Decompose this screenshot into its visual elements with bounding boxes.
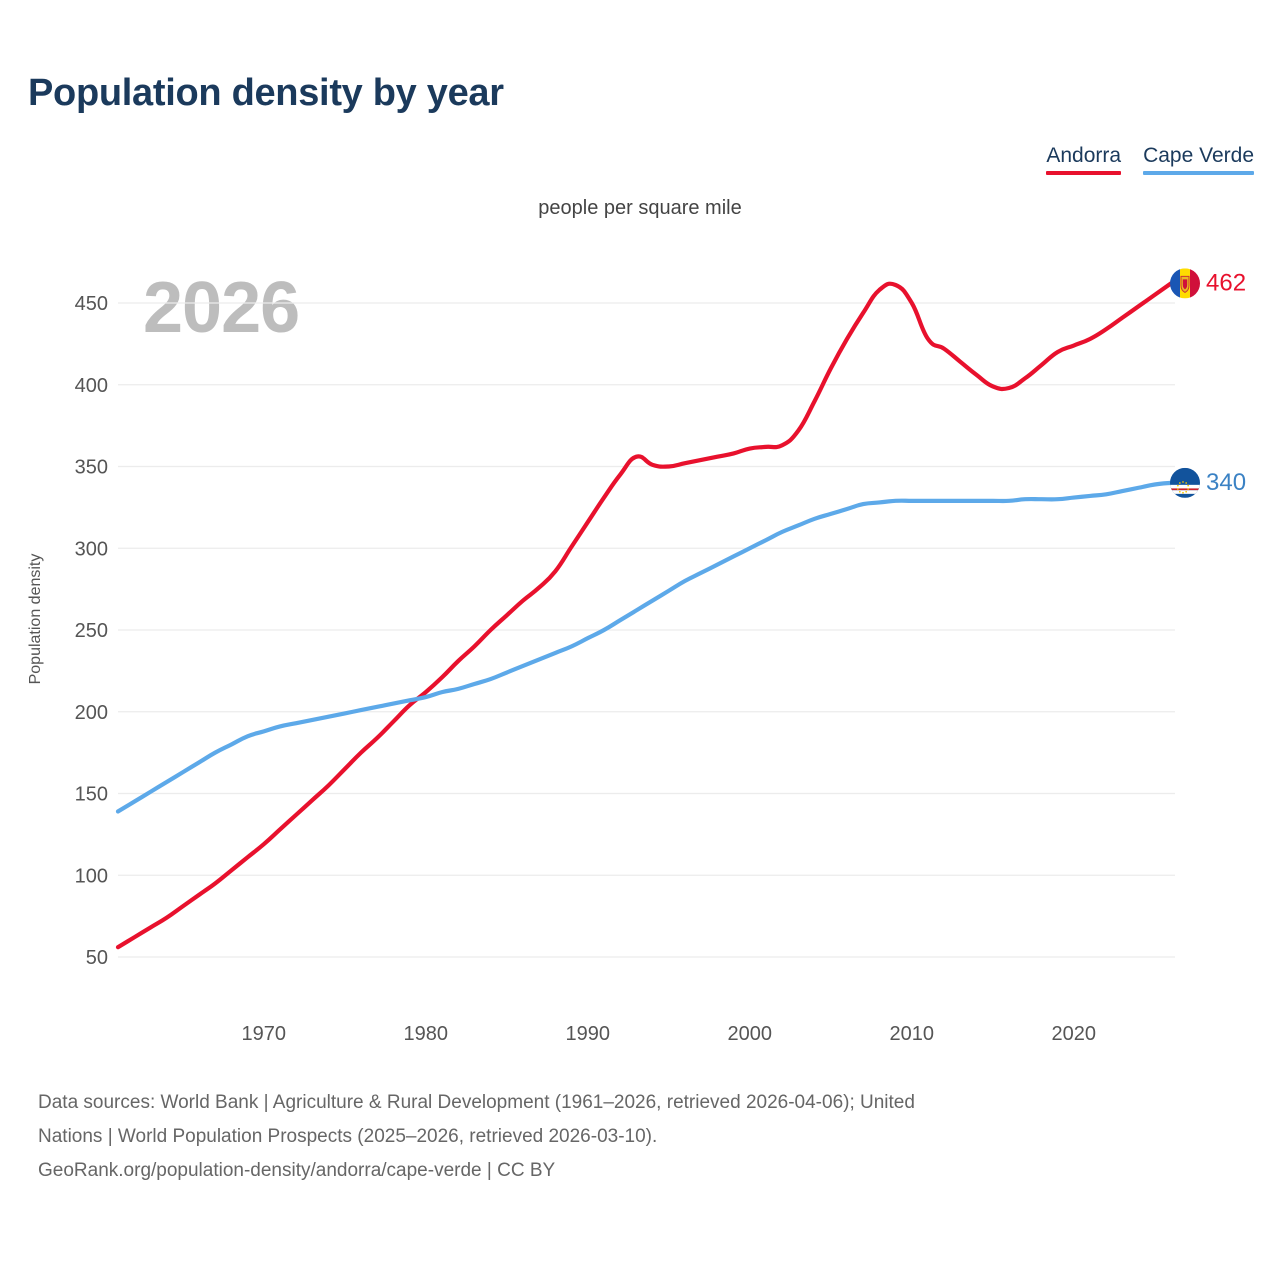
y-tick-label: 150 [75, 784, 108, 806]
legend-item-andorra[interactable]: Andorra [1046, 144, 1122, 175]
x-tick-label: 1990 [566, 1023, 611, 1045]
legend-item-cape-verde[interactable]: Cape Verde [1143, 144, 1254, 175]
y-tick-label: 300 [75, 538, 108, 560]
endpoint-value-andorra: 462 [1206, 270, 1246, 297]
andorra-flag-icon [1170, 268, 1200, 299]
series-line-cape-verde [115, 480, 1174, 814]
y-axis-tick-labels: 50 100 150 200 250 300 350 400 450 [75, 293, 108, 969]
endpoint-markers: 462 340 [1170, 268, 1246, 498]
y-tick-label: 350 [75, 457, 108, 479]
footer-line-1: Data sources: World Bank | Agriculture &… [38, 1092, 915, 1113]
x-axis-tick-labels: 1970 1980 1990 2000 2010 2020 [242, 1023, 1097, 1045]
x-tick-label: 1980 [404, 1023, 449, 1045]
chart-subtitle: people per square mile [538, 197, 742, 219]
y-tick-label: 50 [86, 947, 108, 969]
x-tick-label: 2020 [1052, 1023, 1097, 1045]
y-tick-label: 100 [75, 865, 108, 887]
year-watermark: 2026 [143, 268, 300, 348]
page-title: Population density by year [28, 72, 504, 114]
footer-line-3: GeoRank.org/population-density/andorra/c… [38, 1160, 556, 1181]
x-tick-label: 1970 [242, 1023, 287, 1045]
y-tick-label: 400 [75, 375, 108, 397]
legend-label-cape-verde: Cape Verde [1143, 144, 1254, 167]
chart-plot-area: 50 100 150 200 250 300 350 400 450 1970 1980 1990 2… [75, 268, 1246, 1045]
x-tick-label: 2010 [890, 1023, 935, 1045]
endpoint-value-cape-verde: 340 [1206, 469, 1246, 496]
chart-footer: Data sources: World Bank | Agriculture &… [38, 1086, 1268, 1188]
x-tick-label: 2000 [728, 1023, 773, 1045]
y-tick-label: 250 [75, 620, 108, 642]
series-lines [115, 281, 1174, 950]
gridlines [118, 302, 1175, 958]
footer-line-2: Nations | World Population Prospects (20… [38, 1126, 658, 1147]
y-tick-label: 450 [75, 293, 108, 315]
y-tick-label: 200 [75, 702, 108, 724]
legend-rule-cape-verde [1143, 171, 1254, 175]
series-line-andorra [115, 281, 1174, 950]
cape-verde-flag-icon [1170, 467, 1200, 498]
legend-label-andorra: Andorra [1046, 144, 1122, 167]
chart-legend: Andorra Cape Verde [1046, 144, 1254, 175]
legend-rule-andorra [1046, 171, 1122, 175]
